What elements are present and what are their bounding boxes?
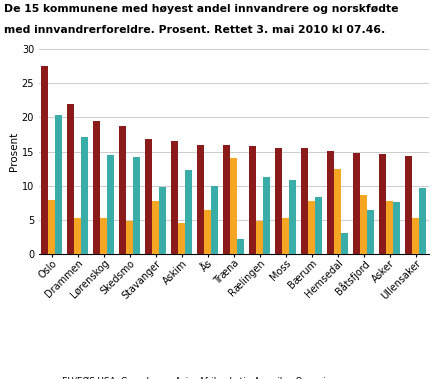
- Bar: [185, 170, 192, 254]
- Bar: [282, 218, 289, 254]
- Bar: [315, 197, 322, 254]
- Bar: [393, 202, 400, 254]
- Bar: [275, 147, 282, 254]
- Bar: [211, 186, 218, 254]
- Bar: [152, 201, 159, 254]
- Bar: [386, 201, 393, 254]
- Bar: [42, 66, 48, 254]
- Bar: [256, 221, 263, 254]
- Bar: [145, 139, 152, 254]
- Bar: [100, 218, 107, 254]
- Y-axis label: Prosent: Prosent: [9, 132, 19, 171]
- Bar: [367, 210, 374, 254]
- Bar: [133, 157, 140, 254]
- Bar: [94, 121, 100, 254]
- Bar: [308, 201, 315, 254]
- Bar: [74, 218, 81, 254]
- Bar: [223, 146, 230, 254]
- Bar: [301, 148, 308, 254]
- Bar: [107, 155, 114, 254]
- Bar: [405, 156, 412, 254]
- Bar: [289, 180, 296, 254]
- Bar: [178, 222, 185, 254]
- Bar: [412, 218, 419, 254]
- Bar: [81, 137, 88, 254]
- Bar: [263, 177, 270, 254]
- Bar: [120, 126, 126, 254]
- Bar: [48, 200, 55, 254]
- Text: De 15 kommunene med høyest andel innvandrere og norskfødte: De 15 kommunene med høyest andel innvand…: [4, 4, 399, 14]
- Bar: [379, 154, 386, 254]
- Bar: [55, 115, 62, 254]
- Bar: [204, 210, 211, 254]
- Bar: [171, 141, 178, 254]
- Text: med innvandrerforeldre. Prosent. Rettet 3. mai 2010 kl 07.46.: med innvandrerforeldre. Prosent. Rettet …: [4, 25, 385, 34]
- Bar: [419, 188, 426, 254]
- Bar: [341, 233, 348, 254]
- Bar: [197, 145, 204, 254]
- Bar: [68, 104, 74, 254]
- Bar: [353, 153, 360, 254]
- Bar: [360, 195, 367, 254]
- Bar: [126, 221, 133, 254]
- Bar: [237, 239, 244, 254]
- Bar: [327, 151, 334, 254]
- Bar: [159, 187, 166, 254]
- Legend: Alle, EU/EØS,USA, Canada,
Australia og
New Zealand, Asia, Afrika, Latin-Amerika,: Alle, EU/EØS,USA, Canada, Australia og N…: [16, 377, 331, 379]
- Bar: [249, 146, 256, 254]
- Bar: [230, 158, 237, 254]
- Bar: [334, 169, 341, 254]
